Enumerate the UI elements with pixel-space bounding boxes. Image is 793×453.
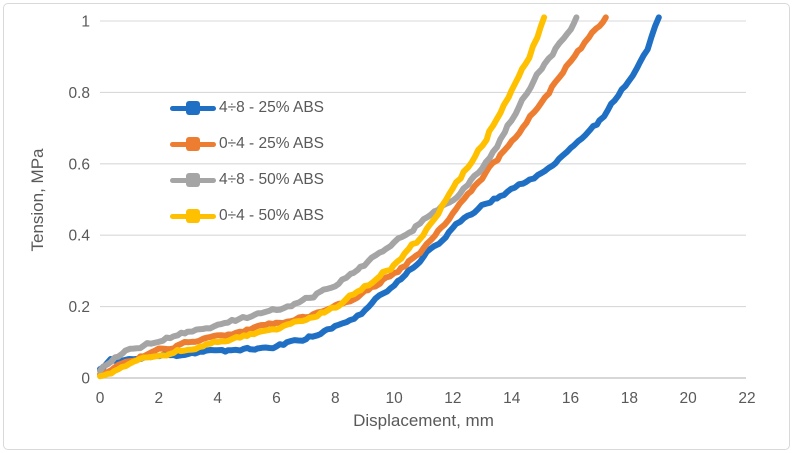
series-line-1: [97, 14, 662, 373]
series-line-4: [97, 14, 548, 380]
legend-item-0-4-50-abs: 0÷4 - 50% ABS: [170, 198, 324, 234]
y-tick-label: 0: [81, 371, 90, 388]
x-tick-label: 12: [444, 390, 461, 407]
x-tick-label: 10: [385, 390, 403, 407]
legend: 4÷8 - 25% ABS 0÷4 - 25% ABS 4÷8 - 50% AB…: [170, 90, 324, 234]
legend-item-4-8-25-abs: 4÷8 - 25% ABS: [170, 90, 324, 126]
x-tick-label: 18: [621, 390, 638, 407]
y-tick-label: 0.4: [68, 228, 90, 245]
legend-marker-icon: [170, 137, 216, 151]
legend-label: 4÷8 - 25% ABS: [219, 99, 325, 116]
legend-marker-icon: [170, 173, 216, 187]
y-tick-label: 1: [81, 14, 90, 31]
series-line-3: [97, 14, 580, 374]
legend-marker-icon: [170, 209, 216, 223]
legend-item-0-4-25-abs: 0÷4 - 25% ABS: [170, 126, 324, 162]
x-tick-label: 20: [680, 390, 698, 407]
x-tick-label: 8: [331, 390, 340, 407]
x-axis-title: Displacement, mm: [353, 411, 494, 430]
legend-label: 0÷4 - 50% ABS: [219, 207, 325, 224]
x-tick-label: 6: [272, 390, 281, 407]
x-tick-label: 14: [503, 390, 521, 407]
y-tick-label: 0.8: [68, 85, 90, 102]
x-tick-label: 4: [213, 390, 222, 407]
x-tick-label: 2: [155, 390, 164, 407]
x-tick-label: 16: [562, 390, 579, 407]
y-tick-label: 0.2: [68, 299, 90, 316]
series-line-2: [97, 14, 609, 378]
legend-label: 4÷8 - 50% ABS: [219, 171, 325, 188]
y-axis-title: Tension, MPa: [28, 148, 47, 252]
legend-marker-icon: [170, 101, 216, 115]
x-tick-label: 22: [738, 390, 755, 407]
legend-label: 0÷4 - 25% ABS: [219, 135, 325, 152]
legend-item-4-8-50-abs: 4÷8 - 50% ABS: [170, 162, 324, 198]
y-tick-label: 0.6: [68, 156, 90, 173]
x-tick-label: 0: [96, 390, 105, 407]
